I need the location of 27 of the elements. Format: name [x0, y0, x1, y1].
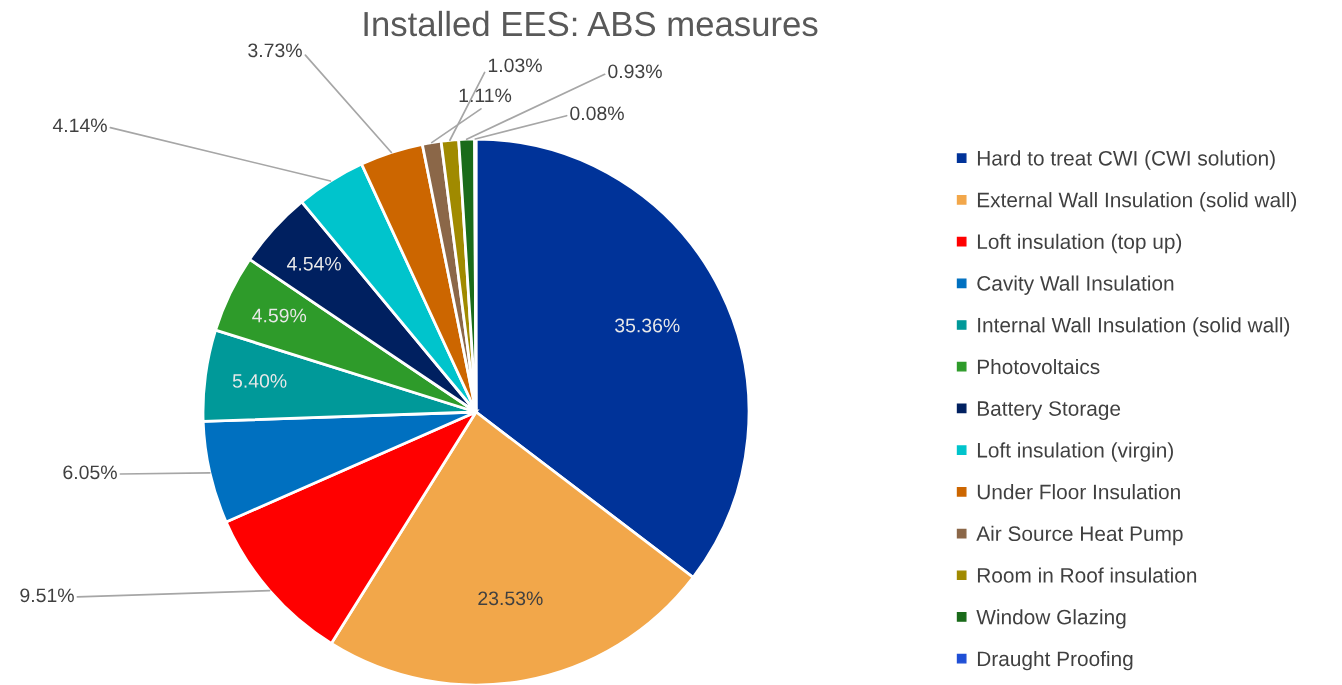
- data-label: 4.54%: [286, 256, 341, 271]
- data-label: 35.36%: [615, 318, 680, 333]
- legend-label: Room in Roof insulation: [977, 567, 1197, 583]
- legend-label: Photovoltaics: [977, 358, 1100, 375]
- legend-label: Hard to treat CWI (CWI solution): [977, 150, 1275, 170]
- data-label: 4.59%: [252, 308, 307, 323]
- data-label: 5.40%: [232, 374, 287, 388]
- legend-label: Loft insulation (top up): [977, 233, 1182, 254]
- data-label: 0.08%: [570, 106, 624, 121]
- legend-label: Under Floor Insulation: [977, 484, 1180, 500]
- legend-label: Air Source Heat Pump: [976, 525, 1183, 546]
- legend-label: External Wall Insulation (solid wall): [977, 192, 1297, 212]
- data-label: 6.05%: [63, 465, 117, 480]
- legend-label: Draught Proofing: [977, 650, 1133, 671]
- data-label: 23.53%: [478, 591, 543, 606]
- data-label: 0.93%: [608, 64, 662, 79]
- chart-title: Installed EES: ABS measures: [364, 10, 818, 37]
- legend-label: Battery Storage: [977, 401, 1121, 421]
- data-label: 9.51%: [20, 588, 74, 603]
- legend-label: Loft insulation (virgin): [977, 442, 1173, 462]
- legend-label: Window Glazing: [976, 609, 1126, 629]
- legend-label: Cavity Wall Insulation: [977, 275, 1174, 295]
- data-label: 1.03%: [488, 58, 542, 73]
- data-label: 1.11%: [459, 88, 512, 103]
- data-label: 4.14%: [52, 118, 107, 133]
- legend-label: Internal Wall Insulation (solid wall): [978, 317, 1290, 337]
- data-label: 3.73%: [248, 43, 302, 58]
